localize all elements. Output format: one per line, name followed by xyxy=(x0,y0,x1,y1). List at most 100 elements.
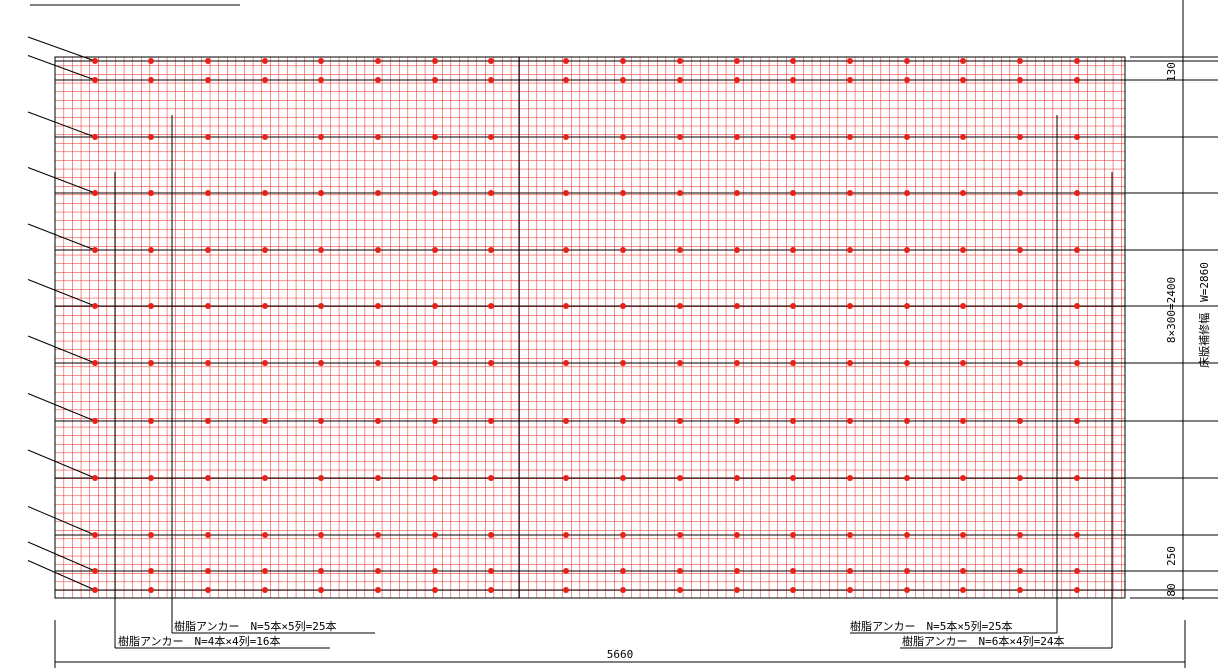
anchor xyxy=(620,190,626,196)
anchor xyxy=(620,568,626,574)
anchor xyxy=(92,418,98,424)
anchor xyxy=(734,475,740,481)
anchor xyxy=(262,587,268,593)
anchor xyxy=(1017,77,1023,83)
dimension: 130 xyxy=(1165,62,1178,82)
anchor xyxy=(205,77,211,83)
anchor xyxy=(677,247,683,253)
anchor xyxy=(620,475,626,481)
anchor xyxy=(432,568,438,574)
anchor xyxy=(904,360,910,366)
anchor xyxy=(148,587,154,593)
anchor xyxy=(847,587,853,593)
anchor xyxy=(432,77,438,83)
anchor xyxy=(488,475,494,481)
anchor xyxy=(734,190,740,196)
anchor xyxy=(1074,134,1080,140)
anchor xyxy=(904,475,910,481)
anchor xyxy=(790,77,796,83)
anchor xyxy=(262,58,268,64)
anchor xyxy=(488,568,494,574)
anchor xyxy=(790,532,796,538)
leader xyxy=(27,393,96,422)
anchor xyxy=(960,532,966,538)
anchor xyxy=(677,58,683,64)
width-label: 床版補修幅 W=2860 xyxy=(1197,262,1211,368)
anchor xyxy=(847,77,853,83)
anchor xyxy=(375,247,381,253)
anchor xyxy=(432,58,438,64)
anchor xyxy=(960,190,966,196)
anchor xyxy=(432,360,438,366)
anchor xyxy=(262,190,268,196)
anchor xyxy=(677,303,683,309)
anchor xyxy=(375,587,381,593)
anchor xyxy=(432,134,438,140)
anchor xyxy=(92,475,98,481)
anchor xyxy=(734,418,740,424)
anchor xyxy=(318,134,324,140)
anchor xyxy=(1074,475,1080,481)
leader xyxy=(27,111,96,138)
anchor xyxy=(432,587,438,593)
anchor xyxy=(790,360,796,366)
anchor xyxy=(375,568,381,574)
anchor xyxy=(318,360,324,366)
anchor xyxy=(847,475,853,481)
anchor xyxy=(148,303,154,309)
anchor xyxy=(960,247,966,253)
anchor xyxy=(1074,247,1080,253)
anchor xyxy=(904,418,910,424)
anchor xyxy=(960,77,966,83)
anchor xyxy=(677,190,683,196)
anchor xyxy=(734,303,740,309)
anchor xyxy=(904,58,910,64)
anchor xyxy=(790,58,796,64)
leader xyxy=(27,541,96,572)
anchor xyxy=(375,418,381,424)
anchor xyxy=(205,247,211,253)
anchor xyxy=(677,134,683,140)
anchor xyxy=(148,360,154,366)
anchor xyxy=(563,134,569,140)
anchor xyxy=(488,418,494,424)
anchor xyxy=(488,77,494,83)
anchor xyxy=(432,418,438,424)
anchor xyxy=(375,58,381,64)
anchor xyxy=(1074,303,1080,309)
anchor xyxy=(563,568,569,574)
dimension: 8×300=2400 xyxy=(1165,277,1178,343)
anchor xyxy=(1017,568,1023,574)
anchor xyxy=(620,360,626,366)
anchor xyxy=(205,568,211,574)
anchor xyxy=(318,247,324,253)
anchor xyxy=(1017,532,1023,538)
anchor xyxy=(318,418,324,424)
anchor xyxy=(262,134,268,140)
anchor xyxy=(677,475,683,481)
anchor-note: 樹脂アンカー N=4本×4列=16本 xyxy=(118,634,281,648)
anchor xyxy=(1074,77,1080,83)
anchor xyxy=(148,190,154,196)
anchor xyxy=(1074,587,1080,593)
anchor xyxy=(620,58,626,64)
anchor xyxy=(205,532,211,538)
anchor xyxy=(375,532,381,538)
anchor xyxy=(148,568,154,574)
anchor xyxy=(563,475,569,481)
anchor xyxy=(432,475,438,481)
anchor xyxy=(488,303,494,309)
anchor xyxy=(847,418,853,424)
anchor xyxy=(92,190,98,196)
dimension: 250 xyxy=(1165,546,1178,566)
anchor xyxy=(563,587,569,593)
anchor xyxy=(318,475,324,481)
anchor xyxy=(904,303,910,309)
length-label: 5660 xyxy=(607,648,634,661)
anchor xyxy=(904,532,910,538)
anchor xyxy=(790,303,796,309)
anchor xyxy=(148,532,154,538)
anchor xyxy=(677,587,683,593)
anchor xyxy=(318,303,324,309)
